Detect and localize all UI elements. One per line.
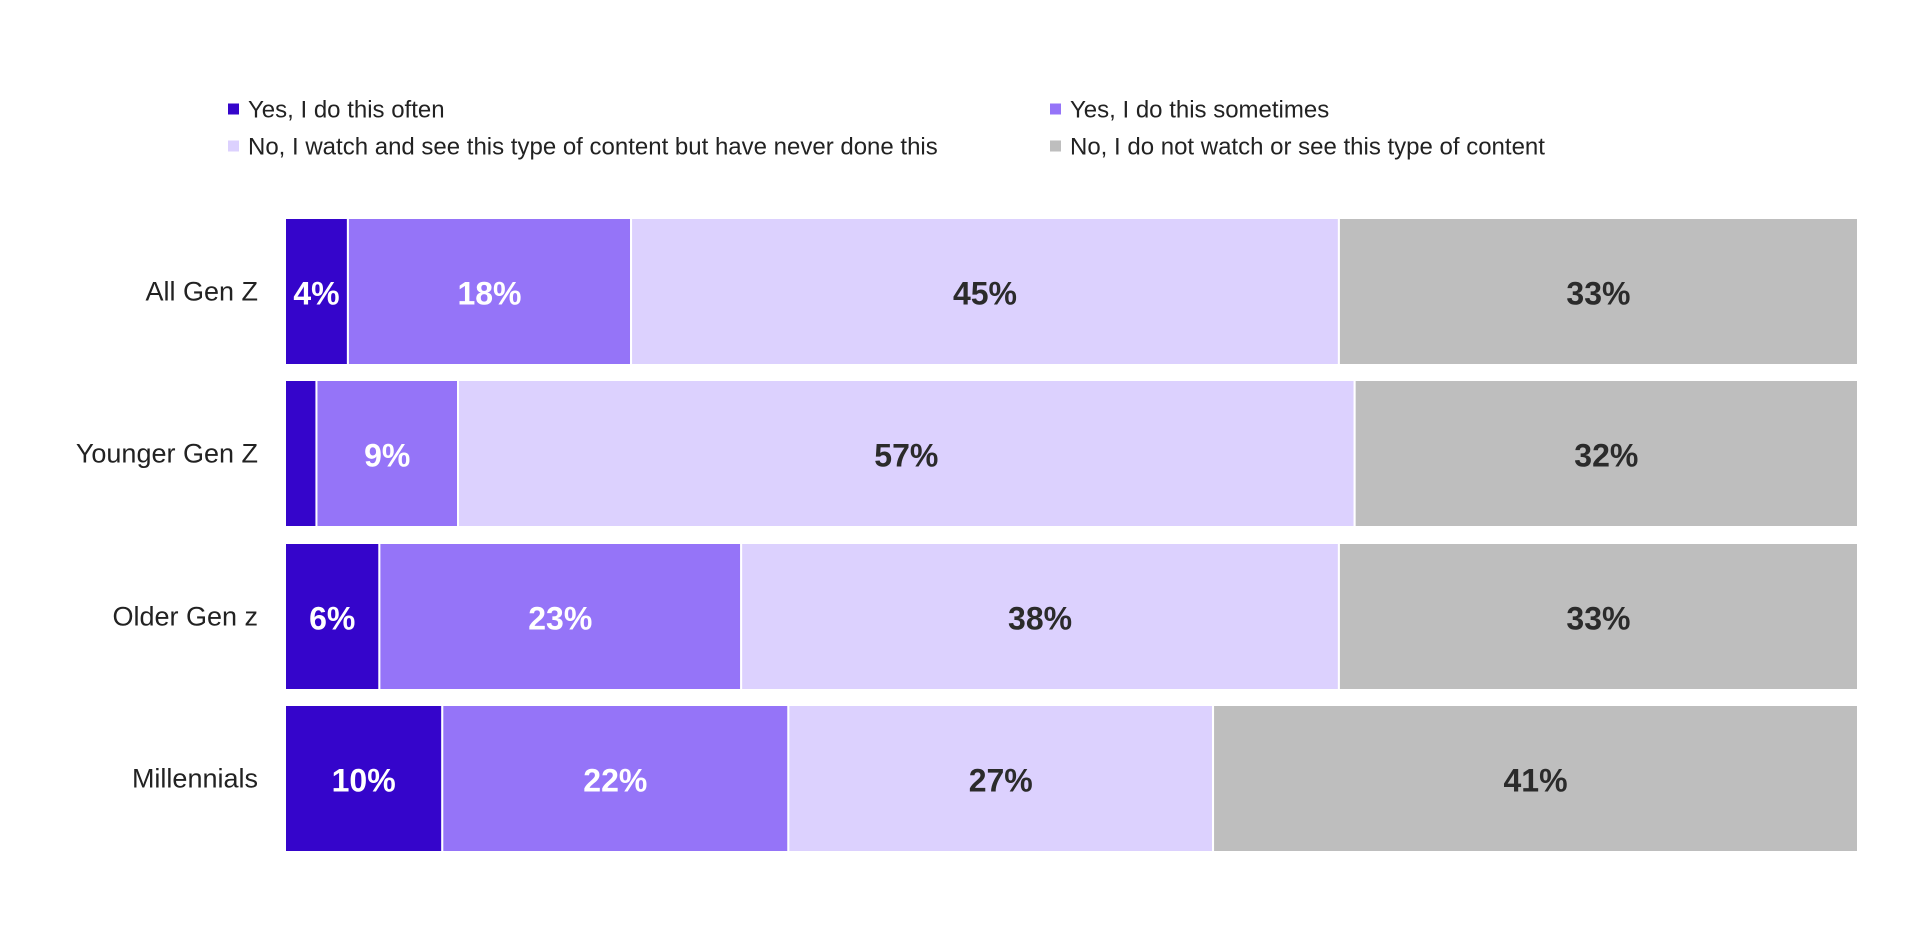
legend-label-4: No, I do not watch or see this type of c… (1070, 134, 1545, 161)
bar-older-gen-z-series-3 (740, 542, 1340, 691)
category-label-millennials: Millennials (132, 764, 258, 794)
data-label-older-gen-z-series-3: 38% (1008, 601, 1072, 637)
legend-label-2: Yes, I do this sometimes (1070, 97, 1329, 124)
bars (284, 217, 1860, 853)
bar-millennials-series-1 (284, 704, 444, 853)
bar-all-gen-z-series-1 (284, 217, 349, 366)
data-label-millennials-series-1: 10% (332, 763, 396, 799)
bar-all-gen-z-series-3 (630, 217, 1340, 366)
category-label-older-gen-z: Older Gen z (112, 602, 258, 632)
data-label-older-gen-z-series-2: 23% (528, 601, 592, 637)
data-label-younger-gen-z-series-4: 32% (1574, 438, 1638, 474)
data-label-millennials-series-2: 22% (583, 763, 647, 799)
bar-older-gen-z-series-4 (1337, 542, 1860, 691)
legend-swatch-3 (228, 140, 239, 152)
data-label-younger-gen-z-series-3: 57% (874, 438, 938, 474)
bar-millennials-series-4 (1212, 704, 1859, 853)
legend: Yes, I do this often Yes, I do this somet… (228, 97, 1545, 161)
legend-swatch-4 (1050, 140, 1061, 152)
data-label-older-gen-z-series-1: 6% (309, 601, 355, 637)
bar-younger-gen-z-series-4 (1353, 379, 1859, 528)
data-label-younger-gen-z-series-2: 9% (364, 438, 410, 474)
bar-older-gen-z-series-1 (284, 542, 381, 691)
data-label-all-gen-z-series-3: 45% (953, 276, 1017, 312)
category-labels: All Gen Z Younger Gen Z Older Gen z Millenn… (76, 277, 258, 794)
bar-millennials-series-3 (787, 704, 1215, 853)
legend-swatch-1 (228, 103, 239, 115)
bar-younger-gen-z-series-2 (315, 379, 460, 528)
bar-all-gen-z-series-2 (346, 217, 633, 366)
bar-millennials-series-2 (441, 704, 790, 853)
data-label-all-gen-z-series-1: 4% (293, 276, 339, 312)
bar-younger-gen-z-series-3 (457, 379, 1356, 528)
data-label-all-gen-z-series-4: 33% (1566, 276, 1630, 312)
data-label-millennials-series-4: 41% (1504, 763, 1568, 799)
bar-older-gen-z-series-2 (378, 542, 743, 691)
legend-label-3: No, I watch and see this type of content… (248, 134, 938, 161)
bar-all-gen-z-series-4 (1337, 217, 1860, 366)
category-label-all-gen-z: All Gen Z (145, 277, 258, 307)
legend-label-1: Yes, I do this often (248, 97, 445, 124)
data-label-all-gen-z-series-2: 18% (457, 276, 521, 312)
bar-younger-gen-z-series-1 (284, 379, 318, 528)
data-labels: 4% 18% 45% 33% 9% 57% 32% 6% 23% 38% 33% 10% 22% 27% 4… (293, 276, 1638, 799)
category-label-younger-gen-z: Younger Gen Z (76, 439, 258, 469)
legend-swatch-2 (1050, 103, 1061, 115)
data-label-older-gen-z-series-4: 33% (1566, 601, 1630, 637)
data-label-millennials-series-3: 27% (969, 763, 1033, 799)
